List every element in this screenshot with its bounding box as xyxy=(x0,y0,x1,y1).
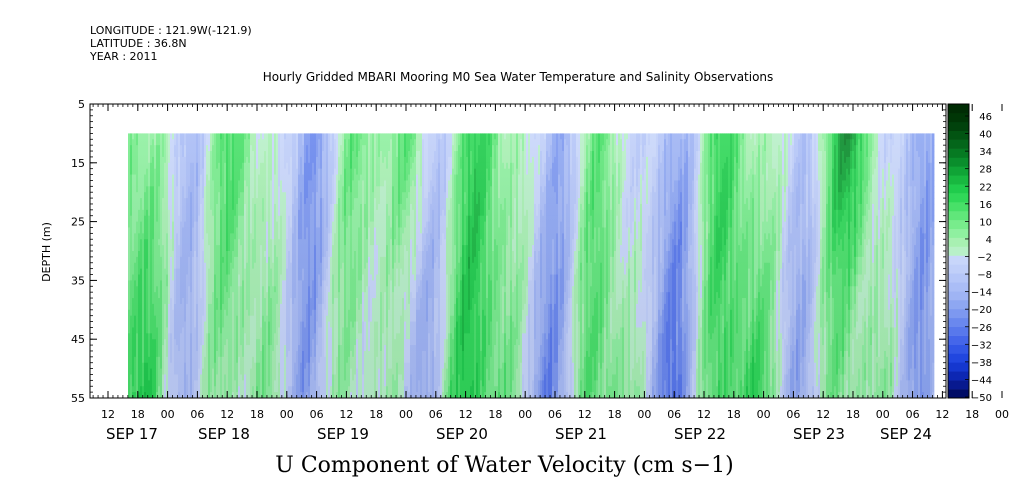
latitude-label: LATITUDE : 36.8N xyxy=(90,37,187,50)
year-label: YEAR : 2011 xyxy=(90,50,158,63)
longitude-label: LONGITUDE : 121.9W(-121.9) xyxy=(90,24,252,37)
plot-title: Hourly Gridded MBARI Mooring M0 Sea Wate… xyxy=(262,70,774,84)
